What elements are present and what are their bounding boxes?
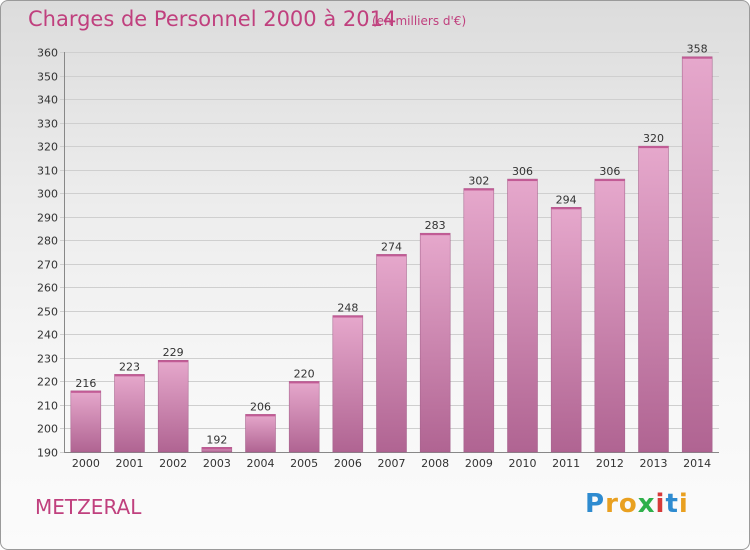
data-label: 306 bbox=[512, 165, 533, 178]
logo-letter: r bbox=[605, 489, 619, 519]
bar-cap bbox=[158, 360, 189, 363]
y-tick-label: 280 bbox=[37, 235, 58, 248]
x-tick-label: 2012 bbox=[596, 457, 624, 470]
x-tick-label: 2010 bbox=[509, 457, 537, 470]
x-tick-label: 2000 bbox=[72, 457, 100, 470]
y-tick-label: 300 bbox=[37, 188, 58, 201]
x-tick-label: 2002 bbox=[159, 457, 187, 470]
data-label: 306 bbox=[599, 165, 620, 178]
data-label: 294 bbox=[556, 193, 577, 206]
logo-letter: i bbox=[678, 489, 689, 519]
bar-cap bbox=[245, 414, 276, 417]
x-tick-label: 2008 bbox=[421, 457, 449, 470]
bar-cap bbox=[114, 374, 145, 377]
bar-cap bbox=[682, 56, 713, 59]
bar-cap bbox=[376, 254, 407, 257]
data-label: 192 bbox=[206, 433, 227, 446]
x-tick-label: 2011 bbox=[552, 457, 580, 470]
commune-name: METZERAL bbox=[35, 495, 142, 519]
bar-cap bbox=[420, 233, 451, 236]
data-label: 216 bbox=[75, 377, 96, 390]
x-tick-label: 2001 bbox=[116, 457, 144, 470]
logo-letter: t bbox=[665, 489, 679, 519]
y-tick-label: 290 bbox=[37, 212, 58, 225]
x-tick-label: 2009 bbox=[465, 457, 493, 470]
y-tick-label: 360 bbox=[37, 47, 58, 60]
bar bbox=[681, 56, 713, 453]
x-tick-label: 2014 bbox=[683, 457, 711, 470]
bar bbox=[507, 178, 538, 453]
data-label: 223 bbox=[119, 360, 140, 373]
data-label: 283 bbox=[425, 219, 446, 232]
bar bbox=[114, 374, 145, 453]
bar-cap bbox=[201, 447, 232, 450]
bar bbox=[376, 254, 407, 453]
bar bbox=[157, 359, 189, 453]
bar bbox=[550, 207, 582, 453]
y-tick-label: 320 bbox=[37, 141, 58, 154]
y-tick-label: 260 bbox=[37, 282, 58, 295]
y-tick-label: 220 bbox=[37, 376, 58, 389]
bar bbox=[245, 414, 276, 453]
bar-cap bbox=[332, 315, 363, 318]
y-tick-label: 240 bbox=[37, 329, 58, 342]
unit-note: (en milliers d'€) bbox=[372, 14, 467, 28]
bar bbox=[332, 315, 364, 453]
bar bbox=[419, 232, 451, 453]
x-tick-label: 2007 bbox=[378, 457, 406, 470]
data-label: 229 bbox=[163, 346, 184, 359]
x-tick-label: 2005 bbox=[290, 457, 318, 470]
x-tick-label: 2003 bbox=[203, 457, 231, 470]
bar-cap bbox=[463, 188, 494, 191]
logo-letter: x bbox=[637, 489, 656, 519]
data-label: 302 bbox=[468, 174, 489, 187]
y-tick-label: 210 bbox=[37, 400, 58, 413]
data-label: 358 bbox=[687, 43, 708, 56]
bar bbox=[288, 381, 320, 453]
bar bbox=[638, 145, 669, 453]
y-tick-label: 270 bbox=[37, 259, 58, 272]
y-tick-label: 200 bbox=[37, 423, 58, 436]
chart-title: Charges de Personnel 2000 à 2014 bbox=[28, 7, 397, 31]
logo-letter: o bbox=[618, 489, 638, 519]
bar-cap bbox=[551, 207, 582, 210]
data-label: 274 bbox=[381, 240, 402, 253]
data-label: 248 bbox=[337, 302, 358, 315]
data-label: 320 bbox=[643, 132, 664, 145]
bar-cap bbox=[594, 179, 625, 182]
logo-letter: P bbox=[585, 489, 606, 519]
y-tick-label: 310 bbox=[37, 165, 58, 178]
y-tick-label: 350 bbox=[37, 71, 58, 84]
proxiti-logo[interactable]: Proxiti bbox=[585, 489, 689, 519]
y-tick-label: 340 bbox=[37, 94, 58, 107]
data-label: 206 bbox=[250, 400, 271, 413]
bar bbox=[463, 188, 495, 453]
bar-cap bbox=[507, 179, 538, 182]
bar-cap bbox=[638, 146, 669, 149]
y-tick-label: 190 bbox=[37, 447, 58, 460]
bar bbox=[70, 390, 102, 453]
y-tick-label: 250 bbox=[37, 306, 58, 319]
x-tick-label: 2013 bbox=[640, 457, 668, 470]
y-tick-label: 330 bbox=[37, 118, 58, 131]
bar-cap bbox=[289, 381, 320, 384]
bar bbox=[594, 178, 626, 453]
y-tick-label: 230 bbox=[37, 353, 58, 366]
bar-cap bbox=[70, 390, 101, 393]
data-label: 220 bbox=[294, 367, 315, 380]
logo-letter: i bbox=[655, 489, 666, 519]
x-tick-label: 2004 bbox=[247, 457, 275, 470]
x-tick-label: 2006 bbox=[334, 457, 362, 470]
